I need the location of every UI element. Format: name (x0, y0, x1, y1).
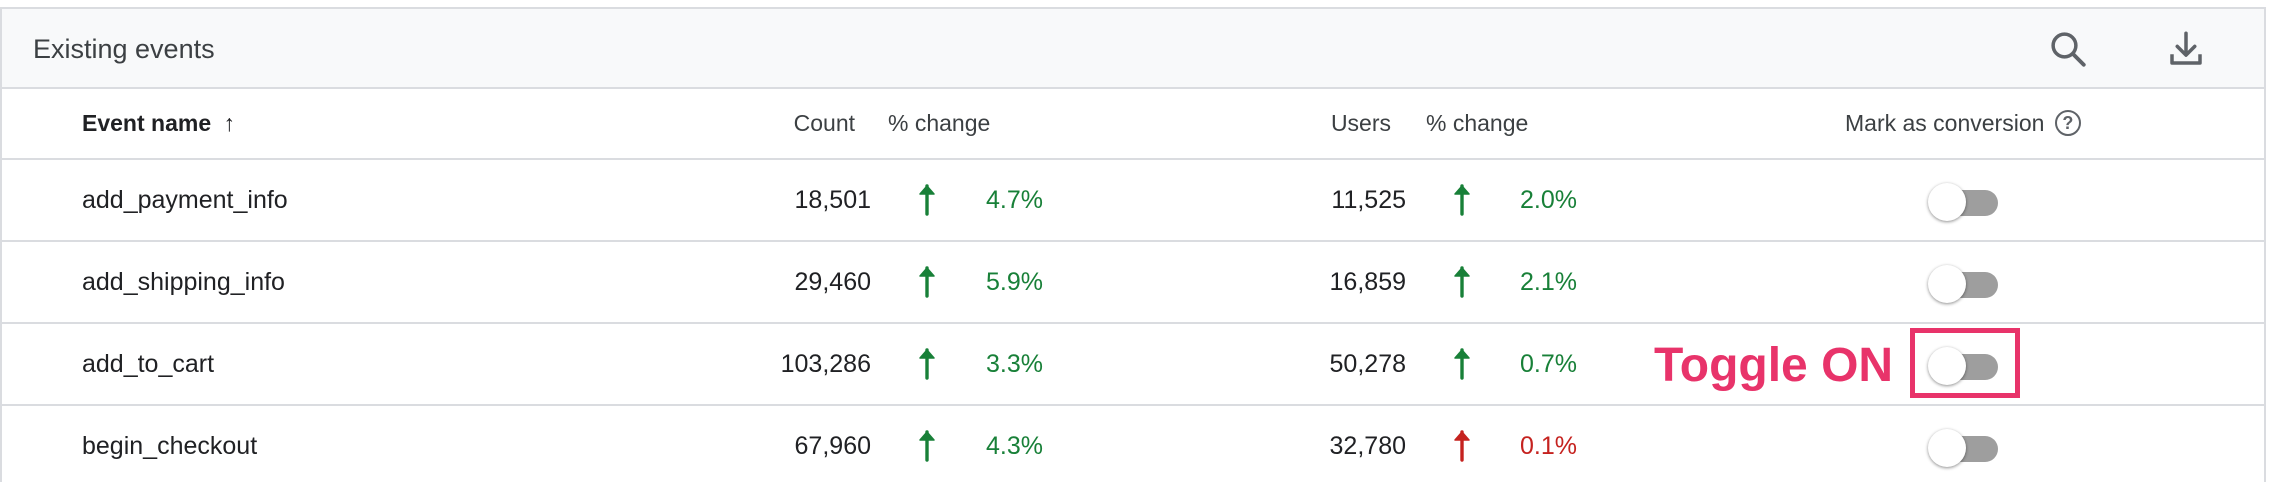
table-row[interactable]: add_payment_info 18,501 4.7% 11,525 2.0% (2, 160, 2264, 242)
users-change-cell: 2.0% (1520, 186, 1577, 214)
arrow-up-red-icon (1452, 428, 1472, 464)
table-row[interactable]: add_to_cart 103,286 3.3% 50,278 0.7% (2, 324, 2264, 406)
toggle-knob (1928, 183, 1966, 221)
table-row[interactable]: begin_checkout 67,960 4.3% 32,780 0.1% (2, 406, 2264, 482)
arrow-up-icon (917, 264, 937, 300)
count-change-cell: 3.3% (986, 350, 1043, 378)
toggle-knob (1928, 347, 1966, 385)
users-change-cell: 2.1% (1520, 268, 1577, 296)
download-icon[interactable] (2162, 25, 2210, 73)
event-name-cell[interactable]: begin_checkout (82, 432, 258, 460)
conversion-toggle[interactable] (1928, 346, 2000, 386)
toggle-knob (1928, 429, 1966, 467)
card-header: Existing events (2, 9, 2264, 89)
column-header-count[interactable]: Count (793, 110, 855, 136)
arrow-up-icon (1452, 182, 1472, 218)
count-cell: 67,960 (794, 432, 871, 460)
arrow-up-icon (917, 428, 937, 464)
event-name-cell[interactable]: add_shipping_info (82, 268, 285, 296)
event-name-cell[interactable]: add_payment_info (82, 186, 288, 214)
conversion-toggle[interactable] (1928, 264, 2000, 304)
sort-ascending-icon: ↑ (223, 110, 236, 136)
arrow-up-icon (917, 346, 937, 382)
arrow-up-icon (1452, 346, 1472, 382)
users-cell: 50,278 (1329, 350, 1406, 378)
arrow-up-icon (917, 182, 937, 218)
conversion-toggle[interactable] (1928, 428, 2000, 468)
event-name-label: Event name (82, 110, 212, 136)
users-change-cell: 0.1% (1520, 432, 1577, 460)
column-header-users[interactable]: Users (1330, 110, 1391, 136)
event-name-cell[interactable]: add_to_cart (82, 350, 215, 378)
card-title: Existing events (33, 34, 215, 64)
conversion-toggle[interactable] (1928, 182, 2000, 222)
search-icon[interactable] (2044, 25, 2092, 73)
toggle-knob (1928, 265, 1966, 303)
help-icon[interactable]: ? (2054, 109, 2081, 136)
count-cell: 29,460 (794, 268, 871, 296)
arrow-up-icon (1452, 264, 1472, 300)
users-cell: 32,780 (1329, 432, 1406, 460)
column-header-users-change[interactable]: % change (1426, 110, 1529, 136)
column-header-row: Event name ↑ Count % change Users % chan… (2, 89, 2264, 160)
mark-conversion-label: Mark as conversion (1845, 110, 2045, 136)
table-row[interactable]: add_shipping_info 29,460 5.9% 16,859 2.1% (2, 242, 2264, 324)
users-change-cell: 0.7% (1520, 350, 1577, 378)
count-change-cell: 5.9% (986, 268, 1043, 296)
column-header-mark-conversion: Mark as conversion ? (1845, 89, 2081, 158)
annotation-highlight-box (1910, 328, 2020, 398)
users-cell: 11,525 (1331, 186, 1406, 214)
count-cell: 103,286 (780, 350, 871, 378)
column-header-count-change[interactable]: % change (888, 110, 991, 136)
existing-events-card: Existing events Event name ↑ Count % cha… (0, 7, 2266, 482)
annotation-toggle-on-label: Toggle ON (1653, 338, 1894, 393)
count-change-cell: 4.3% (986, 432, 1043, 460)
users-cell: 16,859 (1329, 268, 1406, 296)
column-header-event-name[interactable]: Event name ↑ (82, 89, 235, 158)
count-cell: 18,501 (794, 186, 871, 214)
count-change-cell: 4.7% (986, 186, 1043, 214)
